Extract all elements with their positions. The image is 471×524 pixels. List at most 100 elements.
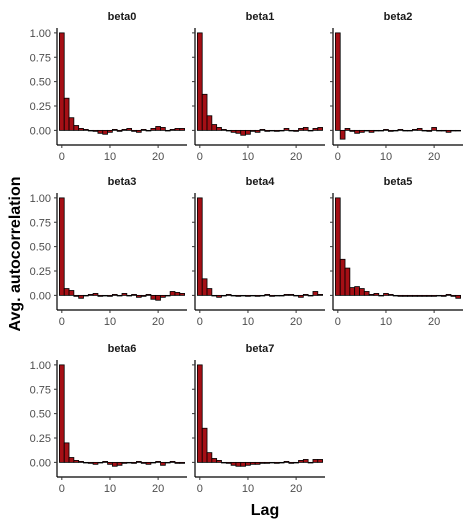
- acf-bar: [264, 461, 271, 464]
- acf-bar: [387, 293, 394, 296]
- y-axis-title: Avg. autocorrelation: [7, 177, 24, 332]
- acf-bar: [111, 128, 118, 131]
- acf-bar: [354, 286, 360, 296]
- acf-bar: [363, 129, 370, 132]
- acf-bar: [179, 461, 185, 464]
- acf-bar: [221, 294, 227, 297]
- acf-bar: [111, 293, 118, 296]
- acf-bar: [73, 294, 80, 297]
- acf-bar: [102, 460, 108, 463]
- acf-bar: [59, 364, 65, 463]
- y-tick-label: 0.00: [30, 290, 51, 302]
- acf-bar: [160, 461, 166, 466]
- acf-bar: [211, 458, 218, 463]
- acf-bar: [298, 294, 304, 298]
- acf-bar: [288, 129, 295, 132]
- acf-bar: [73, 125, 80, 131]
- y-tick-label: 0.75: [30, 384, 51, 396]
- acf-bar: [92, 129, 99, 132]
- acf-bar: [206, 115, 213, 131]
- acf-bar: [206, 288, 213, 296]
- acf-bar: [349, 129, 356, 132]
- acf-bar: [240, 129, 246, 136]
- acf-bar: [269, 461, 275, 464]
- acf-bar: [274, 294, 280, 297]
- acf-bar: [150, 461, 157, 464]
- acf-bar: [283, 293, 290, 296]
- facet-panel-beta5: beta5 0 10 20: [330, 176, 463, 328]
- acf-bar: [68, 117, 75, 131]
- x-tick-label: 0: [59, 151, 65, 163]
- acf-bar: [155, 460, 161, 463]
- acf-bar: [102, 129, 108, 135]
- acf-bar: [339, 129, 346, 140]
- acf-bar: [378, 294, 384, 297]
- acf-bar: [164, 294, 171, 297]
- acf-bar: [254, 461, 261, 465]
- acf-bar: [235, 129, 242, 134]
- acf-bar: [83, 294, 89, 297]
- x-tick-label: 0: [197, 151, 203, 163]
- acf-bar: [254, 294, 261, 297]
- x-tick-label: 10: [104, 483, 116, 495]
- acf-bar: [416, 294, 423, 297]
- facet-panels: beta0 0.00 0.25 0.50 0.75 1.00 0 10 20 beta1 0 10 20…: [30, 11, 463, 495]
- acf-bar: [121, 128, 128, 131]
- acf-bar: [225, 129, 232, 132]
- panel-title: beta5: [384, 176, 413, 188]
- y-tick-label: 0.50: [30, 77, 51, 89]
- acf-bar: [421, 129, 428, 132]
- x-tick-label: 20: [290, 483, 302, 495]
- acf-bar: [68, 457, 75, 463]
- acf-bar: [283, 128, 290, 131]
- acf-bar: [164, 461, 171, 464]
- acf-bar: [131, 293, 137, 296]
- acf-bar: [126, 461, 133, 464]
- acf-bar: [87, 129, 94, 132]
- acf-bar: [335, 32, 341, 131]
- acf-bar: [402, 294, 409, 297]
- y-tick-label: 0.00: [30, 457, 51, 469]
- panel-title: beta1: [246, 11, 275, 23]
- acf-bar: [368, 129, 375, 133]
- x-tick-label: 20: [428, 316, 440, 328]
- acf-bar: [450, 129, 457, 132]
- acf-bar: [312, 459, 319, 463]
- facet-panel-beta1: beta1 0 10 20: [192, 11, 325, 163]
- acf-bar: [201, 278, 208, 296]
- acf-bar: [230, 129, 237, 133]
- acf-bar: [307, 129, 314, 132]
- acf-bar: [107, 461, 113, 465]
- acf-bar: [288, 461, 295, 464]
- x-tick-label: 0: [197, 316, 203, 328]
- acf-bar: [63, 97, 70, 131]
- y-tick-label: 0.00: [30, 125, 51, 137]
- acf-bar: [302, 293, 309, 296]
- acf-bar: [455, 294, 461, 299]
- acf-bar: [387, 129, 394, 132]
- panel-title: beta2: [384, 11, 413, 23]
- acf-bar: [97, 461, 104, 464]
- acf-bar: [264, 293, 271, 296]
- acf-bar: [174, 128, 181, 131]
- acf-bar: [150, 128, 157, 131]
- acf-bar: [73, 460, 80, 463]
- acf-bar: [339, 258, 346, 296]
- acf-bar: [201, 93, 208, 131]
- acf-bar: [230, 461, 237, 466]
- acf-bar: [278, 294, 285, 297]
- y-tick-label: 1.00: [30, 28, 51, 40]
- acf-bar: [412, 128, 418, 131]
- acf-bar: [59, 32, 65, 131]
- acf-bar: [206, 452, 213, 463]
- acf-bar: [131, 461, 137, 464]
- acf-bar: [445, 293, 452, 296]
- acf-bar: [383, 128, 389, 131]
- acf-bar: [216, 460, 222, 463]
- y-tick-label: 0.50: [30, 242, 51, 254]
- acf-bar: [397, 294, 404, 297]
- acf-bar: [116, 461, 123, 466]
- x-tick-label: 10: [380, 151, 392, 163]
- acf-bar: [121, 461, 128, 464]
- acf-bar: [140, 128, 147, 131]
